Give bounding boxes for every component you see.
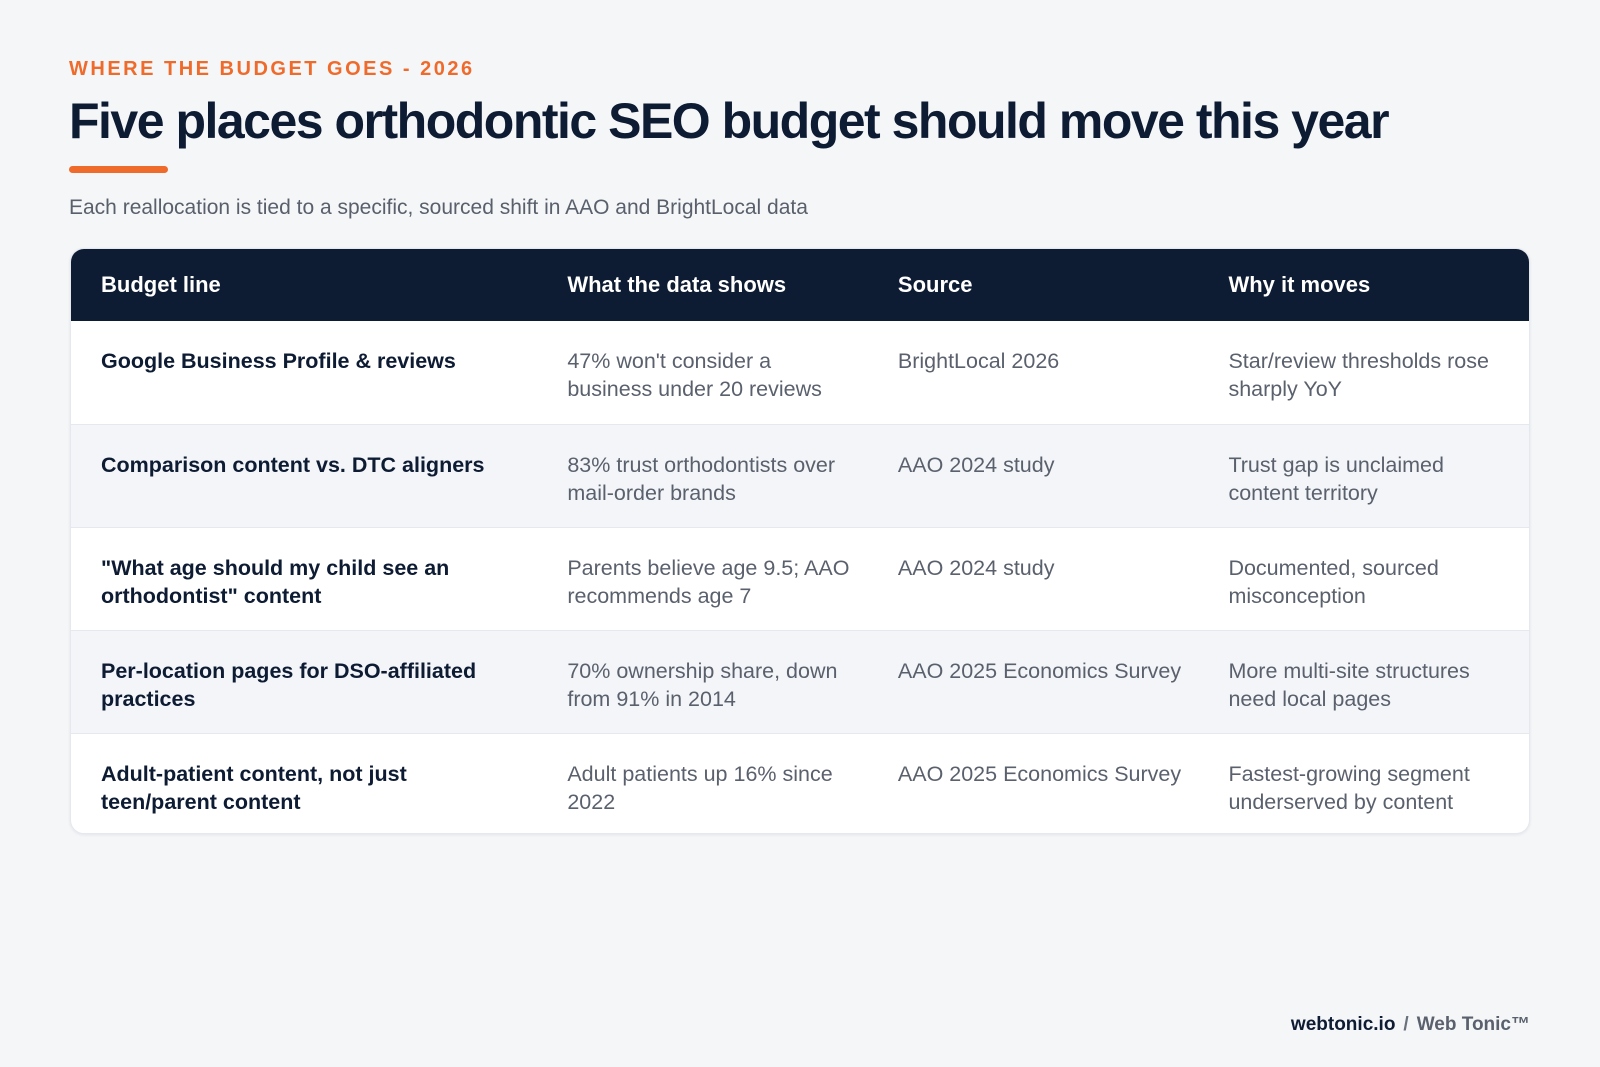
footer-credit: webtonic.io / Web Tonic™ [1291, 1014, 1530, 1036]
footer-separator: / [1403, 1014, 1409, 1035]
data-shows-cell: Adult patients up 16% since 2022 [567, 762, 833, 814]
page-subtitle: Each reallocation is tied to a specific,… [69, 196, 808, 219]
column-header-data-shows: What the data shows [567, 272, 787, 297]
title-underline [69, 166, 168, 173]
table-row: Comparison content vs. DTC aligners 83% … [71, 424, 1529, 527]
column-header-budget-line: Budget line [101, 272, 221, 297]
footer-domain: webtonic.io [1290, 1014, 1396, 1035]
budget-line-cell: Per-location pages for DSO-affiliated pr… [101, 659, 477, 711]
why-cell: Star/review thresholds rose sharply YoY [1228, 349, 1489, 401]
budget-table: Budget line What the data shows Source W… [70, 248, 1530, 834]
column-header-why: Why it moves [1228, 272, 1371, 297]
budget-line-cell: Google Business Profile & reviews [101, 349, 456, 373]
data-shows-cell: Parents believe age 9.5; AAO recommends … [567, 556, 850, 608]
data-shows-cell: 83% trust orthodontists over mail-order … [567, 453, 836, 505]
why-cell: More multi-site structures need local pa… [1228, 659, 1470, 711]
data-shows-cell: 47% won't consider a business under 20 r… [567, 349, 822, 401]
why-cell: Fastest-growing segment underserved by c… [1228, 762, 1470, 814]
table-row: Google Business Profile & reviews 47% wo… [71, 321, 1529, 424]
table-row: Per-location pages for DSO-affiliated pr… [71, 630, 1529, 733]
budget-line-cell: Adult-patient content, not just teen/par… [101, 762, 407, 814]
eyebrow-label: WHERE THE BUDGET GOES - 2026 [69, 58, 475, 80]
source-cell: AAO 2025 Economics Survey [897, 762, 1182, 786]
table-header: Budget line What the data shows Source W… [71, 249, 1529, 321]
page-title: Five places orthodontic SEO budget shoul… [69, 93, 1390, 149]
source-cell: AAO 2024 study [897, 556, 1055, 580]
why-cell: Documented, sourced misconception [1228, 556, 1439, 608]
data-shows-cell: 70% ownership share, down from 91% in 20… [567, 659, 838, 711]
budget-line-cell: "What age should my child see an orthodo… [101, 556, 450, 608]
source-cell: BrightLocal 2026 [897, 349, 1060, 373]
source-cell: AAO 2025 Economics Survey [897, 659, 1182, 683]
table-row: Adult-patient content, not just teen/par… [71, 733, 1529, 833]
table-row: "What age should my child see an orthodo… [71, 527, 1529, 630]
why-cell: Trust gap is unclaimed content territory [1228, 453, 1444, 505]
footer-brand: Web Tonic™ [1416, 1014, 1530, 1035]
budget-line-cell: Comparison content vs. DTC aligners [101, 453, 485, 477]
source-cell: AAO 2024 study [897, 453, 1055, 477]
column-header-source: Source [897, 272, 973, 297]
